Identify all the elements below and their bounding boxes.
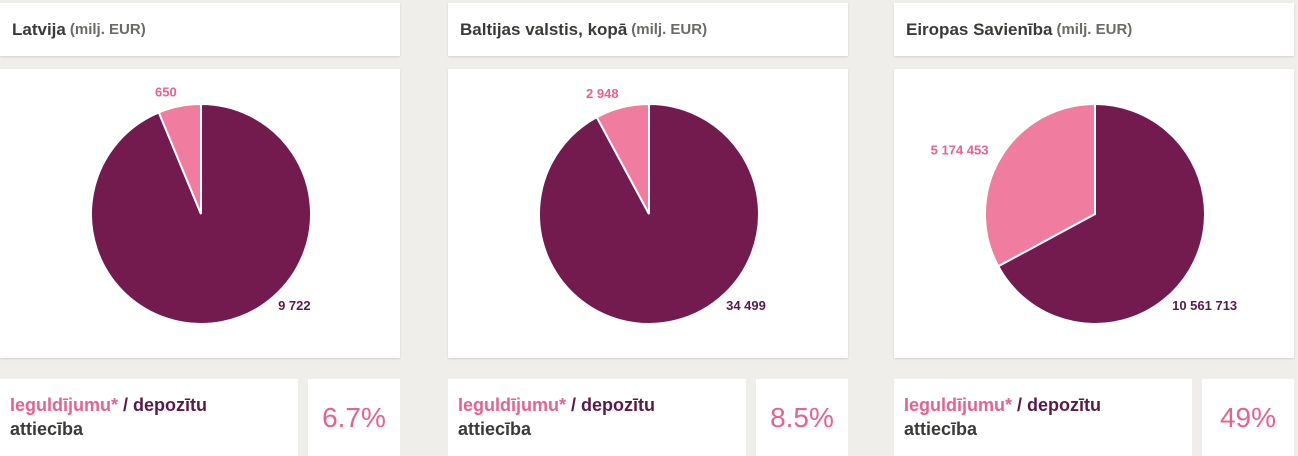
ratio-investments-label: Ieguldījumu* xyxy=(904,395,1012,415)
ratio-investments-label: Ieguldījumu* xyxy=(458,395,566,415)
chart-title: Latvija (milj. EUR) xyxy=(0,3,400,56)
ratio-value: 6.7% xyxy=(308,379,400,456)
ratio-separator: / xyxy=(566,395,582,415)
slice-label-investments: 650 xyxy=(155,84,177,99)
slice-label-investments: 2 948 xyxy=(586,86,619,101)
ratio-deposits-label: depozītu xyxy=(581,395,656,415)
ratio-separator: / xyxy=(118,395,134,415)
panel-latvija: Latvija (milj. EUR) 650 9 722 Ieguldījumu… xyxy=(0,0,402,456)
chart-title-text: Latvija xyxy=(12,19,66,39)
ratio-investments-label: Ieguldījumu* xyxy=(10,395,118,415)
ratio-caption: Ieguldījumu* / depozītu attiecība xyxy=(448,379,746,456)
pie-chart-card: 2 948 34 499 xyxy=(448,69,848,358)
slice-label-deposits: 34 499 xyxy=(726,298,766,313)
pie-chart: 650 9 722 xyxy=(90,84,313,325)
pie-slice-investments xyxy=(984,102,1096,268)
chart-title-unit: (milj. EUR) xyxy=(631,21,708,38)
chart-title-unit: (milj. EUR) xyxy=(69,21,146,38)
pie-chart: 2 948 34 499 xyxy=(538,86,766,325)
pie-slice-investments xyxy=(595,102,650,215)
ratio-separator: / xyxy=(1012,395,1028,415)
pie-slice-investments xyxy=(157,102,202,215)
slice-label-investments: 5 174 453 xyxy=(931,143,989,158)
chart-title: Baltijas valstis, kopā (milj. EUR) xyxy=(448,3,848,56)
ratio-deposits-label: depozītu xyxy=(133,395,208,415)
chart-title: Eiropas Savienība (milj. EUR) xyxy=(894,3,1294,56)
slice-label-deposits: 9 722 xyxy=(278,298,311,313)
ratio-deposits-label: depozītu xyxy=(1027,395,1102,415)
ratio-caption: Ieguldījumu* / depozītu attiecība xyxy=(0,379,298,456)
panel-baltijas-valstis: Baltijas valstis, kopā (milj. EUR) 2 948… xyxy=(448,0,850,456)
pie-chart-card: 650 9 722 xyxy=(0,69,400,358)
pie-slice-deposits xyxy=(996,102,1206,325)
ratio-caption: Ieguldījumu* / depozītu attiecība xyxy=(894,379,1192,456)
ratio-suffix-label: attiecība xyxy=(10,419,84,439)
chart-title-text: Baltijas valstis, kopā xyxy=(460,19,628,39)
ratio-value: 49% xyxy=(1202,379,1294,456)
ratio-suffix-label: attiecība xyxy=(904,419,978,439)
chart-title-unit: (milj. EUR) xyxy=(1056,21,1133,38)
ratio-suffix-label: attiecība xyxy=(458,419,532,439)
pie-chart-card: 5 174 453 10 561 713 xyxy=(894,69,1294,358)
pie-chart: 5 174 453 10 561 713 xyxy=(931,102,1237,325)
slice-label-deposits: 10 561 713 xyxy=(1172,298,1237,313)
panel-eiropas-savieniba: Eiropas Savienība (milj. EUR) 5 174 453 1… xyxy=(894,0,1296,456)
chart-title-text: Eiropas Savienība xyxy=(906,19,1053,39)
ratio-value: 8.5% xyxy=(756,379,848,456)
